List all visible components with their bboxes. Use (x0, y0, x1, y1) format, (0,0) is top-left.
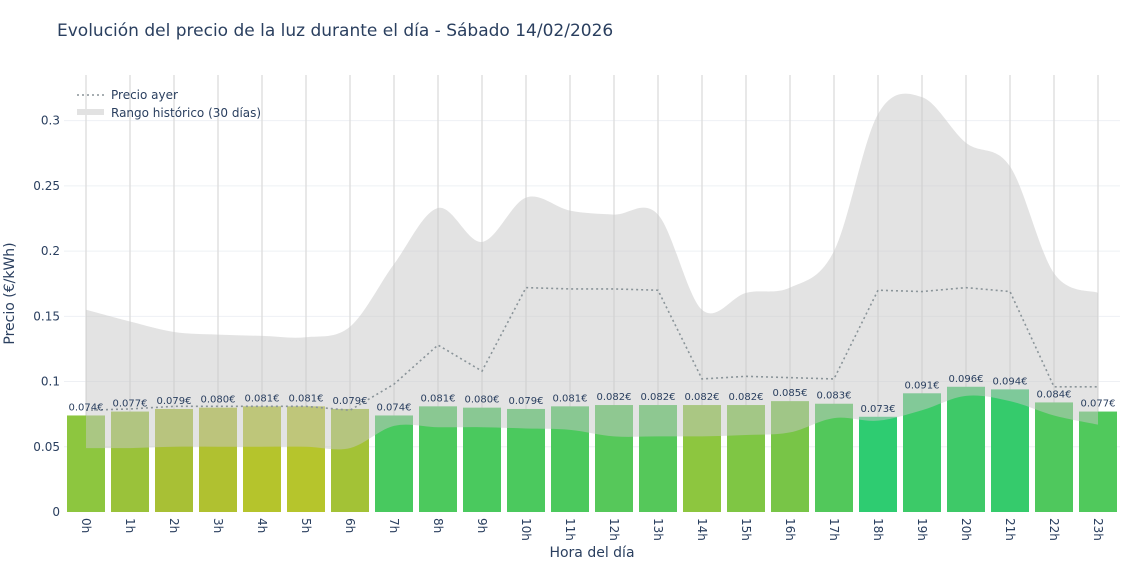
x-tick-label: 11h (563, 518, 577, 541)
price-bar (947, 386, 985, 512)
historical-range-band (86, 93, 1098, 450)
x-tick-label: 23h (1091, 518, 1105, 541)
x-tick-label: 1h (123, 518, 137, 533)
legend-label-range: Rango histórico (30 días) (111, 106, 261, 120)
bar-data-label: 0.082€ (685, 392, 720, 403)
bar-data-label: 0.082€ (641, 392, 676, 403)
y-tick-label: 0.2 (41, 244, 60, 258)
x-tick-label: 19h (915, 518, 929, 541)
x-axis-title: Hora del día (549, 545, 634, 561)
y-tick-label: 0.1 (41, 375, 60, 389)
bar-data-label: 0.073€ (861, 404, 896, 415)
y-tick-label: 0.25 (33, 179, 60, 193)
x-tick-label: 10h (519, 518, 533, 541)
bar-data-label: 0.074€ (377, 402, 412, 413)
x-tick-label: 17h (827, 518, 841, 541)
y-tick-label: 0.15 (33, 309, 60, 323)
x-tick-label: 4h (255, 518, 269, 533)
bar-data-label: 0.083€ (817, 391, 852, 402)
y-tick-label: 0.05 (33, 440, 60, 454)
yesterday-price-line (85, 286, 1098, 412)
y-tick-label: 0 (52, 505, 60, 519)
price-bar (375, 415, 413, 512)
x-tick-label: 13h (651, 518, 665, 541)
x-tick-label: 8h (431, 518, 445, 533)
bar-data-label: 0.079€ (157, 396, 192, 407)
price-bar (815, 403, 853, 512)
x-tick-label: 6h (343, 518, 357, 533)
x-tick-label: 21h (1003, 518, 1017, 541)
x-tick-label: 18h (871, 518, 885, 541)
bar-data-label: 0.085€ (773, 388, 808, 399)
x-tick-label: 15h (739, 518, 753, 541)
x-tick-label: 14h (695, 518, 709, 541)
y-tick-label: 0.3 (41, 114, 60, 128)
bar-data-label: 0.081€ (553, 393, 588, 404)
x-tick-label: 7h (387, 518, 401, 533)
price-bar (1079, 411, 1117, 512)
bar-data-label: 0.081€ (245, 393, 280, 404)
bar-data-label: 0.079€ (509, 396, 544, 407)
bar-data-label: 0.081€ (421, 393, 456, 404)
bar-data-label: 0.079€ (333, 396, 368, 407)
legend-swatch-range (77, 109, 104, 115)
bar-data-label: 0.081€ (289, 393, 324, 404)
bar-data-label: 0.096€ (949, 374, 984, 385)
x-tick-label: 5h (299, 518, 313, 533)
x-tick-label: 22h (1047, 518, 1061, 541)
bar-data-label: 0.084€ (1037, 389, 1072, 400)
bar-data-label: 0.077€ (1081, 399, 1116, 410)
x-tick-label: 2h (167, 518, 181, 533)
x-tick-label: 16h (783, 518, 797, 541)
x-tick-label: 20h (959, 518, 973, 541)
bar-data-label: 0.080€ (465, 395, 500, 406)
bar-data-label: 0.082€ (729, 392, 764, 403)
bar-data-label: 0.077€ (113, 399, 148, 410)
price-bar (859, 416, 897, 512)
chart-title: Evolución del precio de la luz durante e… (57, 21, 614, 41)
legend-label-yesterday: Precio ayer (111, 88, 178, 102)
bar-data-label: 0.094€ (993, 376, 1028, 387)
x-tick-label: 12h (607, 518, 621, 541)
x-tick-label: 0h (79, 518, 93, 533)
price-bar (1035, 402, 1073, 512)
x-tick-label: 9h (475, 518, 489, 533)
price-bar (991, 389, 1029, 512)
bar-data-label: 0.091€ (905, 380, 940, 391)
x-tick-label: 3h (211, 518, 225, 533)
bar-data-label: 0.082€ (597, 392, 632, 403)
y-axis-title: Precio (€/kWh) (2, 242, 18, 344)
bar-data-label: 0.074€ (69, 402, 104, 413)
bar-data-label: 0.080€ (201, 395, 236, 406)
